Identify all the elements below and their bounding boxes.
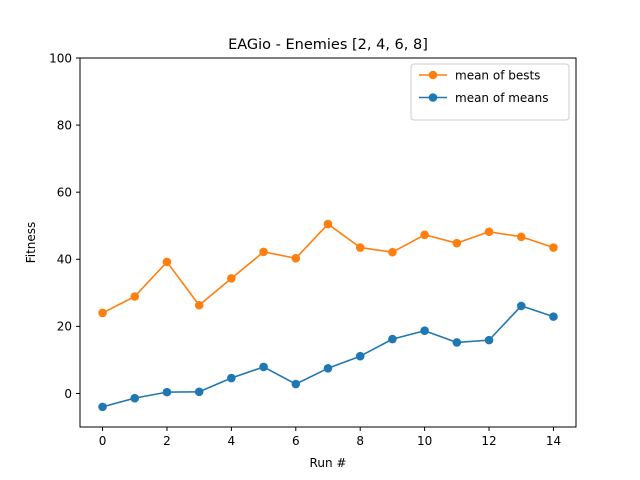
data-point [162,257,172,267]
legend-swatch-marker [428,93,438,102]
y-tick-label: 40 [57,253,72,267]
data-point [259,247,268,257]
x-axis-label: Run # [310,456,347,470]
x-tick-label: 6 [292,434,300,448]
data-point [549,243,558,252]
data-point [452,238,462,248]
axis-ticks: 0 2 4 6 8 10 12 14 0 20 40 60 80 100 [49,51,561,448]
data-point [452,338,462,347]
data-point [388,247,397,257]
x-tick-label: 14 [546,434,561,448]
data-point [355,351,365,361]
x-tick-label: 4 [228,434,236,448]
data-point [194,300,204,310]
y-axis-label: Fitness [24,222,38,264]
x-tick-label: 12 [481,434,496,448]
series-layer [98,219,558,412]
x-tick-label: 8 [356,434,364,448]
data-point [323,363,333,373]
data-point [420,326,429,336]
legend: mean of bests mean of means [410,63,570,121]
data-point [98,308,107,318]
data-point [227,274,236,283]
legend-swatch-marker [428,70,438,80]
legend-label: mean of means [455,91,549,105]
data-point [516,232,526,242]
data-point [549,312,558,321]
data-point [323,219,333,229]
plot-frame [79,57,577,428]
data-point [130,292,140,301]
data-point [227,373,236,383]
data-point [98,402,107,412]
data-point [194,387,204,397]
x-tick-label: 2 [163,434,171,448]
data-point [291,379,301,389]
data-point [162,387,172,397]
y-tick-label: 80 [57,118,72,132]
y-tick-label: 100 [49,51,72,65]
series-1 [98,301,558,412]
x-tick-label: 0 [99,434,107,448]
data-point [259,362,268,372]
data-point [130,393,140,403]
data-point [484,335,494,345]
data-point [484,227,494,237]
data-point [516,301,526,311]
data-point [420,230,429,240]
y-tick-label: 60 [57,185,72,199]
y-tick-label: 0 [64,387,72,401]
series-0 [98,219,558,318]
legend-box [410,63,570,121]
legend-item: mean of bests [419,68,540,82]
data-point [388,334,397,344]
data-point [355,243,365,252]
legend-item: mean of means [419,91,549,105]
data-point [291,253,301,263]
y-tick-label: 20 [57,320,72,334]
legend-label: mean of bests [455,68,540,82]
chart-title: EAGio - Enemies [2, 4, 6, 8] [228,37,428,53]
x-tick-label: 10 [417,434,432,448]
